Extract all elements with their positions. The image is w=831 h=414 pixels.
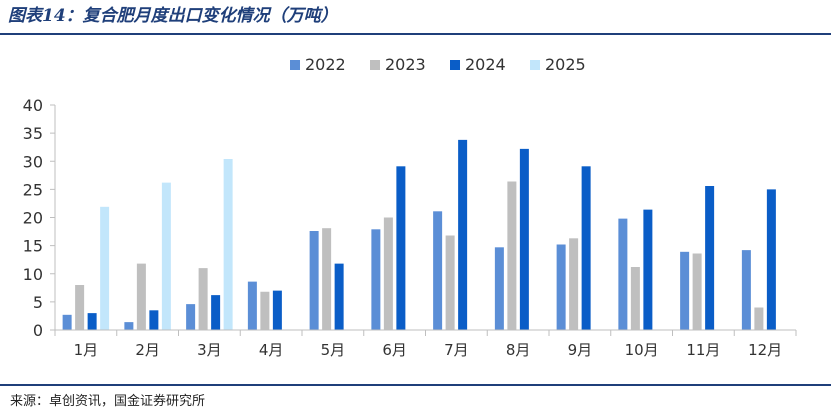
bar-2024-11月 (705, 186, 715, 330)
y-axis: 0 5 10 15 20 25 30 35 40 (23, 96, 56, 340)
source-divider (0, 384, 831, 386)
bar-2022-2月 (124, 322, 134, 330)
bar-2025-3月 (223, 159, 233, 330)
y-tick-label: 0 (33, 321, 43, 340)
bar-2024-8月 (519, 148, 529, 330)
legend-label-2022: 2022 (305, 55, 346, 74)
bar-2023-1月 (75, 285, 85, 330)
x-tick-label: 1月 (74, 341, 99, 359)
legend-swatch-2023 (370, 60, 380, 70)
bar-2023-7月 (445, 235, 455, 330)
y-tick-label: 40 (23, 96, 43, 115)
y-tick-label: 15 (23, 237, 43, 256)
legend-swatch-2025 (530, 60, 540, 70)
bar-2023-6月 (383, 217, 393, 330)
x-axis: 1月 2月 3月 4月 5月 6月 7月 8月 9月 10月 11月 12月 (54, 329, 797, 359)
bar-2022-6月 (371, 229, 381, 330)
x-tick-label: 12月 (748, 341, 782, 359)
bar-2023-8月 (507, 181, 517, 330)
x-tick-label: 6月 (382, 341, 407, 359)
legend-swatch-2022 (290, 60, 300, 70)
x-tick-label: 10月 (625, 341, 659, 359)
legend-label-2024: 2024 (465, 55, 506, 74)
x-tick-label: 11月 (686, 341, 720, 359)
y-tick-label: 5 (33, 293, 43, 312)
legend-label-2025: 2025 (545, 55, 586, 74)
y-tick-label: 20 (23, 209, 43, 228)
bar-2023-11月 (692, 253, 702, 330)
bar-2022-11月 (680, 251, 690, 330)
legend-label-2023: 2023 (385, 55, 426, 74)
bar-2023-2月 (136, 263, 146, 330)
bar-2024-3月 (211, 295, 221, 330)
bar-2022-10月 (618, 218, 628, 330)
y-tick-label: 35 (23, 124, 43, 143)
bar-2024-10月 (643, 209, 653, 330)
bar-2022-4月 (247, 281, 257, 330)
bar-2024-12月 (766, 189, 776, 330)
bar-2023-5月 (322, 228, 332, 330)
bar-2025-2月 (161, 182, 171, 330)
x-tick-label: 4月 (259, 341, 284, 359)
bar-2024-1月 (87, 313, 97, 330)
y-tick-label: 25 (23, 180, 43, 199)
bar-2025-1月 (100, 206, 110, 330)
y-tick-label: 10 (23, 265, 43, 284)
bar-2022-7月 (433, 211, 443, 330)
x-tick-label: 3月 (197, 341, 222, 359)
legend-swatch-2024 (450, 60, 460, 70)
legend: 2022 2023 2024 2025 (290, 55, 586, 74)
page-title: 图表14：复合肥月度出口变化情况（万吨） (8, 6, 338, 26)
bar-2022-5月 (309, 231, 319, 330)
bar-2024-2月 (149, 310, 159, 330)
x-tick-label: 7月 (444, 341, 469, 359)
x-tick-label: 5月 (321, 341, 346, 359)
bar-2023-12月 (754, 307, 764, 330)
bar-2023-10月 (630, 267, 640, 330)
x-tick-label: 8月 (506, 341, 531, 359)
x-tick-label: 9月 (568, 341, 593, 359)
bar-2024-4月 (272, 290, 282, 330)
x-tick-label: 2月 (135, 341, 160, 359)
title-divider (0, 33, 831, 35)
bar-2024-6月 (396, 166, 406, 330)
bars (62, 139, 776, 330)
bar-2022-8月 (494, 247, 504, 330)
bar-2022-9月 (556, 244, 566, 330)
y-tick-label: 30 (23, 152, 43, 171)
source-note: 来源：卓创资讯，国金证券研究所 (10, 394, 206, 409)
bar-2023-9月 (569, 238, 579, 330)
bar-2023-3月 (198, 268, 208, 330)
bar-2024-9月 (581, 166, 591, 330)
bar-2024-5月 (334, 263, 344, 330)
bar-2022-1月 (62, 314, 72, 330)
bar-2024-7月 (458, 139, 468, 330)
bar-2022-3月 (186, 304, 196, 330)
bar-2022-12月 (741, 250, 751, 330)
bar-2023-4月 (260, 291, 270, 330)
